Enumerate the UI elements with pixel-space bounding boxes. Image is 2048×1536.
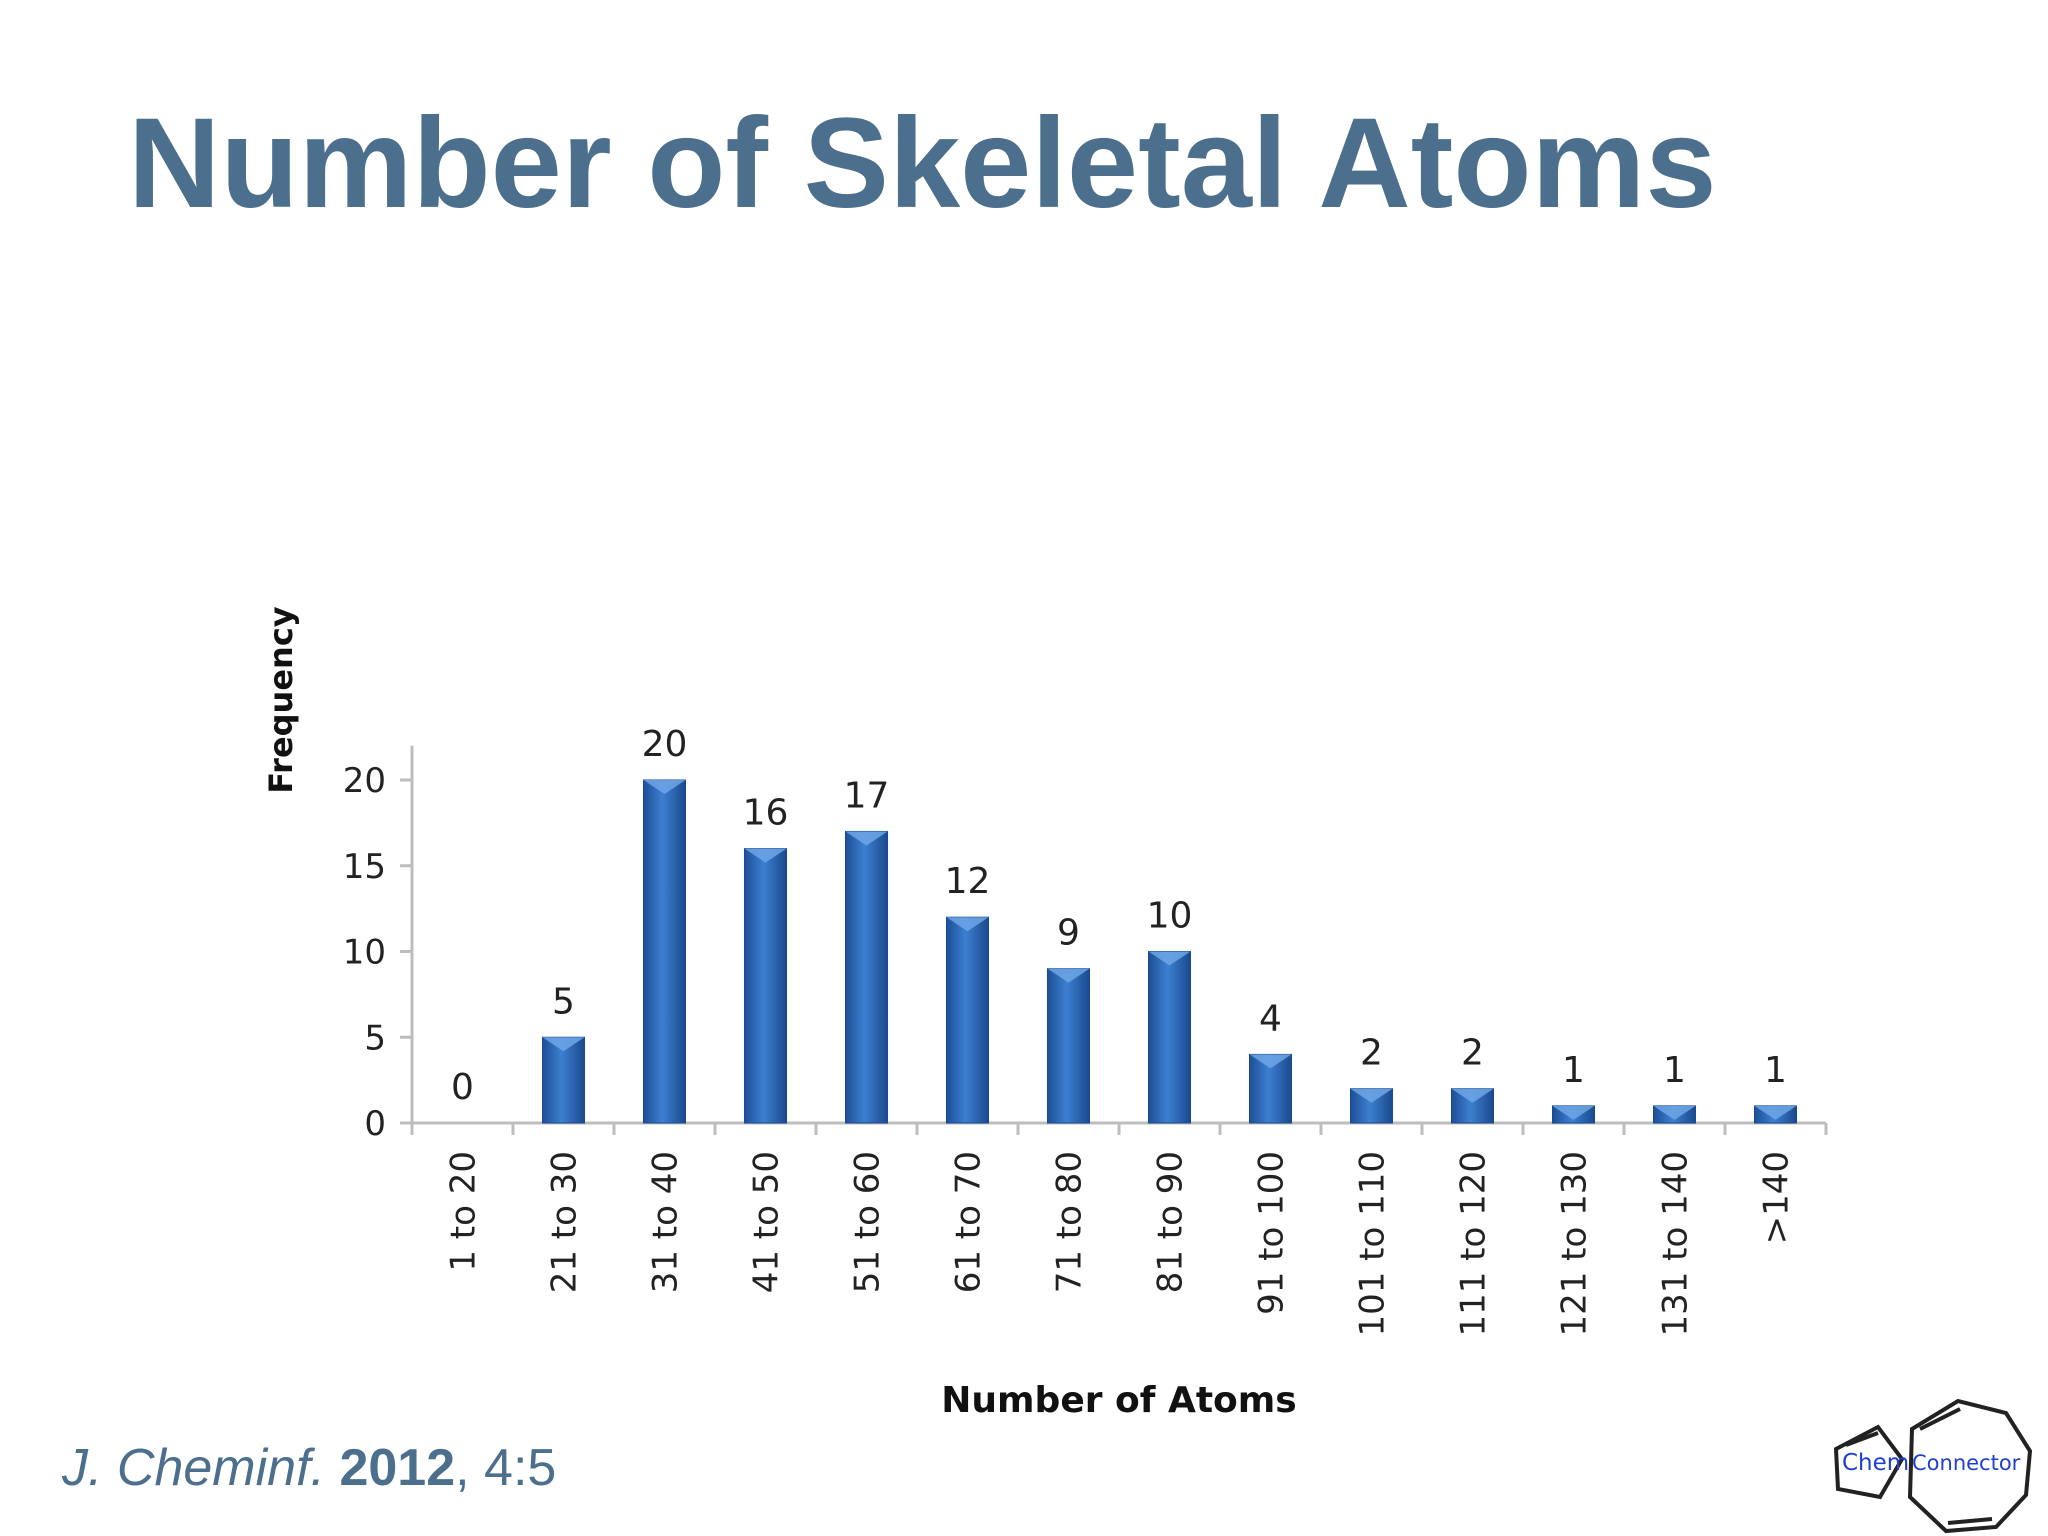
x-tick-label: 1 to 20 (444, 1151, 484, 1272)
x-tick-label: 41 to 50 (747, 1151, 787, 1293)
slide-title: Number of Skeletal Atoms (128, 92, 1717, 235)
x-tick-label: 131 to 140 (1656, 1151, 1696, 1337)
data-label: 2 (1461, 1033, 1484, 1074)
data-label: 16 (743, 793, 789, 834)
bar-cap (1653, 1105, 1696, 1120)
citation-year: 2012 (339, 1439, 456, 1497)
bar-cap (1249, 1054, 1292, 1069)
data-label: 2 (1360, 1033, 1383, 1074)
data-label: 12 (945, 861, 991, 902)
x-axis (410, 1121, 1828, 1135)
data-label: 1 (1764, 1050, 1787, 1091)
bar-cap (542, 1037, 585, 1052)
y-tick-label: 10 (343, 933, 386, 973)
data-labels: 0 5 20 16 17 12 9 10 4 2 2 1 1 1 (451, 724, 1787, 1108)
bar-cap (845, 831, 888, 846)
data-label: 4 (1259, 998, 1282, 1039)
x-tick-labels: 1 to 20 21 to 30 31 to 40 41 to 50 51 to 60 6… (444, 1151, 1797, 1337)
bar-cap (1148, 951, 1191, 966)
citation: J. Cheminf. 2012, 4:5 (62, 1438, 556, 1498)
logo-octagon-double-bond-top (1919, 1407, 1961, 1431)
x-tick-label: 101 to 110 (1353, 1151, 1393, 1337)
x-tick-label: 21 to 30 (545, 1151, 585, 1293)
x-axis-title: Number of Atoms (941, 1380, 1296, 1421)
citation-journal: J. Cheminf. (62, 1439, 325, 1497)
bar-cap (1552, 1105, 1595, 1120)
logo-text-chem: Chem (1842, 1450, 1909, 1476)
logo-octagon-double-bond-bottom (1947, 1517, 1993, 1525)
bar-cap (643, 780, 686, 794)
data-label: 1 (1562, 1050, 1585, 1091)
x-tick-label: >140 (1757, 1151, 1797, 1244)
data-label: 0 (451, 1067, 474, 1108)
x-tick-label: 81 to 90 (1151, 1151, 1191, 1293)
logo-pentagon-double-bond (1845, 1431, 1879, 1447)
y-axis-title: Frequency (262, 606, 300, 793)
chemconnector-logo: Chem Connector (1833, 1398, 2033, 1534)
citation-volume: , 4:5 (455, 1439, 557, 1497)
x-tick-label: 31 to 40 (646, 1151, 686, 1293)
bar (643, 779, 686, 1124)
y-tick-label: 0 (364, 1104, 386, 1144)
bar-cap (744, 848, 787, 863)
data-label: 1 (1663, 1050, 1686, 1091)
bar (946, 916, 989, 1124)
data-label: 9 (1057, 913, 1080, 954)
y-tick-label: 20 (343, 761, 386, 801)
x-tick-label: 91 to 100 (1252, 1151, 1292, 1315)
bars (542, 779, 1797, 1124)
bar (744, 848, 787, 1124)
y-tick-label: 15 (343, 847, 386, 887)
data-label: 20 (642, 724, 688, 765)
y-tick-label: 5 (364, 1018, 386, 1058)
x-tick-label: 111 to 120 (1454, 1151, 1494, 1337)
bar-cap (1350, 1088, 1393, 1103)
x-tick-label: 71 to 80 (1050, 1151, 1090, 1293)
x-tick-label: 51 to 60 (848, 1151, 888, 1293)
bar (1148, 951, 1191, 1124)
bar-cap (946, 917, 989, 932)
x-tick-label: 121 to 130 (1555, 1151, 1595, 1337)
bar (1047, 968, 1090, 1124)
data-label: 10 (1147, 896, 1193, 937)
bar-cap (1451, 1088, 1494, 1103)
x-tick-label: 61 to 70 (949, 1151, 989, 1293)
bar-cap (1047, 968, 1090, 983)
bar (845, 830, 888, 1124)
logo-text-connector: Connector (1912, 1451, 2021, 1475)
data-label: 5 (552, 981, 575, 1022)
logo-octagon (1907, 1398, 2033, 1534)
data-label: 17 (844, 775, 890, 816)
y-axis: 0 5 10 15 20 (343, 745, 414, 1144)
bar-cap (1754, 1105, 1797, 1120)
